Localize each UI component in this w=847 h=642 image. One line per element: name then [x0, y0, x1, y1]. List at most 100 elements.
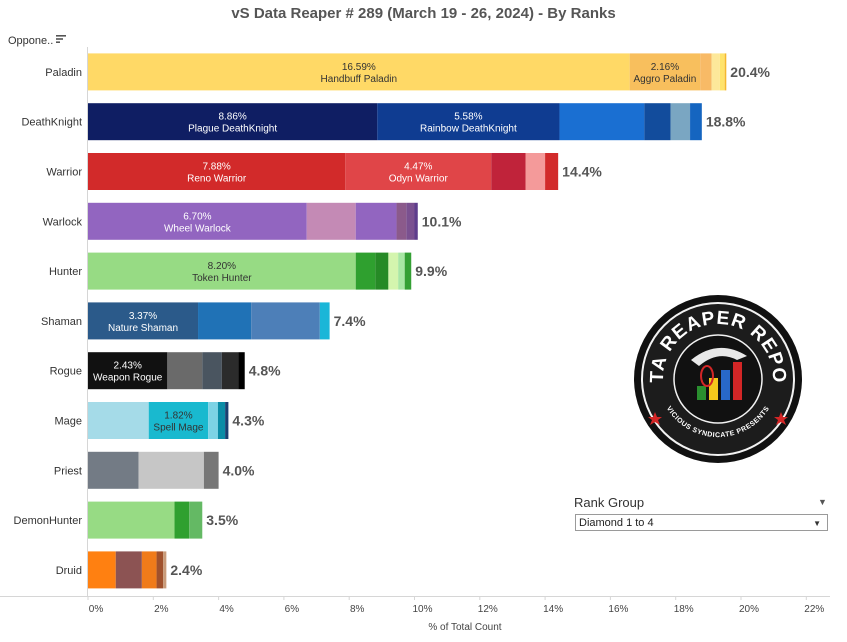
total-label-shaman: 7.4% — [334, 313, 366, 329]
bar-segment-deathknight-0[interactable] — [88, 103, 378, 141]
data-label-deathknight-1: 5.58% — [454, 112, 482, 123]
bar-segment-mage-3[interactable] — [217, 402, 226, 439]
bar-segment-druid-4[interactable] — [163, 551, 167, 589]
bar-segment-druid-3[interactable] — [156, 551, 164, 589]
bar-segment-warrior-2[interactable] — [491, 153, 526, 190]
y-tick-label-druid: Druid — [56, 565, 82, 577]
bar-segment-hunter-1[interactable] — [355, 252, 376, 290]
data-label-paladin-0: 16.59% — [342, 62, 376, 73]
y-tick-label-shaman: Shaman — [41, 316, 82, 328]
bar-segment-demonhunter-2[interactable] — [189, 501, 203, 539]
bar-segment-warlock-3[interactable] — [396, 202, 407, 240]
y-tick-label-hunter: Hunter — [49, 266, 82, 278]
y-tick-label-mage: Mage — [54, 416, 82, 428]
archetype-label-warlock-0: Wheel Warlock — [164, 223, 232, 234]
bar-segment-rogue-1[interactable] — [167, 352, 203, 390]
archetype-label-paladin-1: Aggro Paladin — [634, 74, 697, 85]
bar-segment-shaman-3[interactable] — [319, 302, 330, 340]
bar-segment-paladin-5[interactable] — [724, 53, 727, 91]
data-reaper-logo-icon: DATA REAPER REPORT VICIOUS SYNDICATE PRE… — [633, 290, 802, 463]
bar-segment-priest-0[interactable] — [88, 451, 139, 489]
x-tick-label: 14% — [543, 604, 563, 615]
sort-descending-icon[interactable] — [55, 33, 67, 45]
x-tick-label: 4% — [219, 604, 234, 615]
x-tick-label: 6% — [285, 604, 300, 615]
bar-segment-warlock-4[interactable] — [406, 202, 415, 240]
archetype-label-rogue-0: Weapon Rogue — [93, 373, 163, 384]
bar-segment-warlock-5[interactable] — [414, 202, 418, 240]
data-label-paladin-1: 2.16% — [651, 62, 679, 73]
total-label-mage: 4.3% — [232, 413, 264, 429]
bar-segment-paladin-2[interactable] — [700, 53, 712, 91]
bar-segment-rogue-4[interactable] — [238, 352, 245, 390]
bar-segment-demonhunter-1[interactable] — [174, 501, 190, 539]
bar-segment-priest-1[interactable] — [138, 451, 204, 489]
x-tick-label: 0% — [89, 604, 104, 615]
x-tick-label: 20% — [739, 604, 759, 615]
rank-group-select[interactable]: Diamond 1 to 4 ▼ — [575, 514, 828, 531]
bar-segment-deathknight-2[interactable] — [559, 103, 645, 141]
x-axis-title: % of Total Count — [428, 622, 501, 633]
bar-segment-deathknight-1[interactable] — [377, 103, 560, 141]
bar-segment-paladin-3[interactable] — [711, 53, 720, 91]
bar-segment-shaman-0[interactable] — [88, 302, 199, 340]
bar-segment-demonhunter-0[interactable] — [88, 501, 175, 539]
bar-segment-mage-4[interactable] — [225, 402, 229, 439]
bar-segment-priest-2[interactable] — [203, 451, 219, 489]
x-tick-label: 18% — [674, 604, 694, 615]
archetype-label-hunter-0: Token Hunter — [192, 273, 252, 284]
bar-segment-warlock-1[interactable] — [306, 202, 356, 240]
archetype-label-deathknight-0: Plague DeathKnight — [188, 124, 277, 135]
bar-segment-mage-0[interactable] — [88, 402, 149, 439]
y-tick-label-paladin: Paladin — [45, 67, 82, 79]
chart-title: vS Data Reaper # 289 (March 19 - 26, 202… — [231, 5, 616, 22]
x-tick-label: 16% — [608, 604, 628, 615]
y-tick-label-warrior: Warrior — [46, 167, 82, 179]
bar-segment-paladin-0[interactable] — [88, 53, 630, 91]
bar-segment-mage-1[interactable] — [148, 402, 209, 439]
bar-segment-warlock-2[interactable] — [355, 202, 397, 240]
bar-segment-druid-0[interactable] — [88, 551, 116, 589]
bar-segment-druid-2[interactable] — [141, 551, 157, 589]
bar-segment-warrior-1[interactable] — [345, 153, 492, 190]
bar-segment-deathknight-4[interactable] — [670, 103, 691, 141]
x-tick-label: 8% — [350, 604, 365, 615]
archetype-label-shaman-0: Nature Shaman — [108, 323, 178, 334]
bar-segment-druid-1[interactable] — [115, 551, 142, 589]
bar-segment-warrior-0[interactable] — [88, 153, 346, 190]
bar-segment-hunter-0[interactable] — [88, 252, 356, 290]
archetype-label-warrior-0: Reno Warrior — [187, 174, 247, 185]
bar-segment-rogue-0[interactable] — [88, 352, 168, 390]
data-label-mage-1: 1.82% — [164, 411, 192, 422]
bar-segment-warrior-4[interactable] — [545, 153, 559, 190]
bar-segment-deathknight-3[interactable] — [644, 103, 671, 141]
caret-down-icon[interactable]: ▼ — [818, 497, 827, 507]
bar-segment-mage-2[interactable] — [208, 402, 218, 439]
bar-segment-hunter-3[interactable] — [388, 252, 399, 290]
bar-segment-shaman-1[interactable] — [198, 302, 252, 340]
total-label-warlock: 10.1% — [422, 213, 462, 229]
bar-segment-paladin-1[interactable] — [629, 53, 701, 91]
data-label-warrior-1: 4.47% — [404, 162, 432, 173]
total-label-priest: 4.0% — [223, 462, 255, 478]
total-label-hunter: 9.9% — [415, 263, 447, 279]
data-label-hunter-0: 8.20% — [208, 261, 236, 272]
bar-segment-rogue-2[interactable] — [202, 352, 222, 390]
total-label-paladin: 20.4% — [730, 64, 770, 80]
total-label-rogue: 4.8% — [249, 363, 281, 379]
y-tick-label-warlock: Warlock — [43, 216, 83, 228]
bar-segment-shaman-2[interactable] — [251, 302, 320, 340]
bar-segment-warrior-3[interactable] — [525, 153, 546, 190]
y-tick-label-priest: Priest — [54, 465, 82, 477]
bar-segment-hunter-5[interactable] — [404, 252, 412, 290]
bar-segment-hunter-4[interactable] — [398, 252, 405, 290]
bar-segment-deathknight-5[interactable] — [690, 103, 702, 141]
data-label-deathknight-0: 8.86% — [218, 112, 246, 123]
bar-segment-paladin-4[interactable] — [719, 53, 725, 91]
total-label-warrior: 14.4% — [562, 164, 602, 180]
bar-segment-rogue-3[interactable] — [221, 352, 239, 390]
sort-header-label[interactable]: Oppone.. — [8, 35, 54, 47]
bar-segment-warlock-0[interactable] — [88, 202, 307, 240]
bar-segment-hunter-2[interactable] — [375, 252, 389, 290]
archetype-label-deathknight-1: Rainbow DeathKnight — [420, 124, 517, 135]
